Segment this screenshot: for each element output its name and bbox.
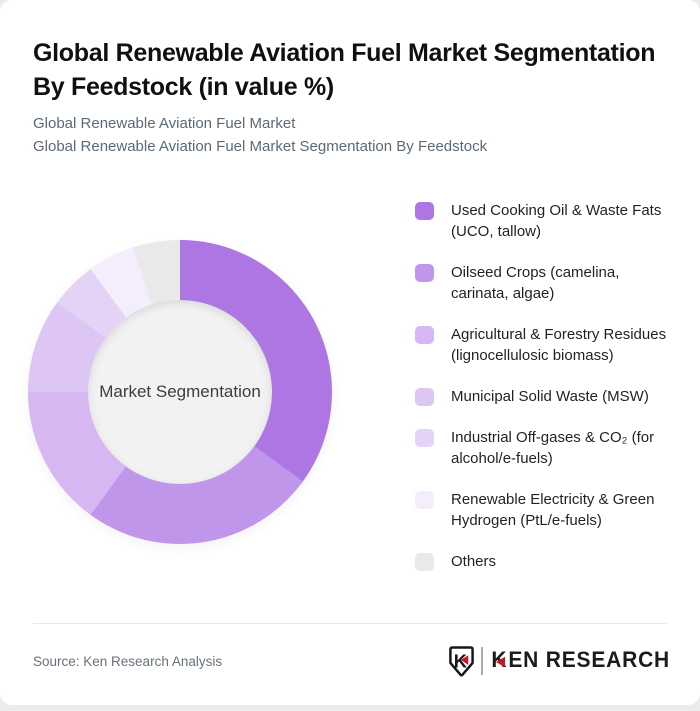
legend-swatch: [415, 491, 434, 509]
donut-center: Market Segmentation: [88, 300, 272, 484]
svg-text:K: K: [454, 650, 468, 671]
legend-item-2[interactable]: Oilseed Crops (camelina, carinata, algae…: [415, 262, 677, 304]
legend-swatch: [415, 388, 434, 406]
subtitle-market: Global Renewable Aviation Fuel Market: [33, 115, 296, 132]
legend-item-5[interactable]: Industrial Off-gases & CO₂ (for alcohol/…: [415, 427, 677, 469]
legend-swatch: [415, 202, 434, 220]
legend-item-1[interactable]: Used Cooking Oil & Waste Fats (UCO, tall…: [415, 200, 677, 242]
page-title-line2: By Feedstock (in value %): [33, 73, 334, 101]
legend-item-7[interactable]: Others: [415, 551, 677, 572]
legend-item-6[interactable]: Renewable Electricity & Green Hydrogen (…: [415, 489, 677, 531]
page-title: Global Renewable Aviation Fuel Market Se…: [33, 36, 678, 104]
brand-red-triangle-icon: [496, 656, 506, 668]
legend-label: Used Cooking Oil & Waste Fats (UCO, tall…: [451, 202, 662, 240]
donut-center-label: Market Segmentation: [99, 382, 261, 401]
legend-swatch: [415, 429, 434, 447]
subtitle-block: Global Renewable Aviation Fuel Market Gl…: [33, 112, 673, 158]
logo-separator: [481, 647, 484, 675]
chart-legend: Used Cooking Oil & Waste Fats (UCO, tall…: [415, 200, 677, 572]
legend-item-3[interactable]: Agricultural & Forestry Residues (lignoc…: [415, 324, 677, 366]
legend-label: Oilseed Crops (camelina, carinata, algae…: [451, 264, 620, 302]
legend-swatch: [415, 553, 434, 571]
subtitle-segmentation: Global Renewable Aviation Fuel Market Se…: [33, 138, 488, 155]
footer-divider: [33, 623, 667, 624]
legend-label: Industrial Off-gases & CO₂ (for alcohol/…: [451, 429, 655, 467]
footer: Source: Ken Research Analysis K K EN RES…: [33, 641, 670, 681]
source-text: Source: Ken Research Analysis: [33, 653, 223, 669]
brand-wordmark: K EN RESEARCH: [491, 649, 670, 674]
legend-swatch: [415, 264, 434, 282]
brand-rest: EN RESEARCH: [508, 648, 670, 673]
legend-item-4[interactable]: Municipal Solid Waste (MSW): [415, 386, 677, 407]
legend-label: Municipal Solid Waste (MSW): [451, 388, 649, 405]
page-title-line1: Global Renewable Aviation Fuel Market Se…: [33, 39, 656, 67]
legend-label: Renewable Electricity & Green Hydrogen (…: [451, 491, 655, 529]
legend-swatch: [415, 326, 434, 344]
ken-research-logo: K K EN RESEARCH: [448, 645, 670, 678]
donut-chart[interactable]: Market Segmentation: [28, 240, 332, 544]
legend-label: Agricultural & Forestry Residues (lignoc…: [451, 326, 667, 364]
ken-research-shield-icon: K: [449, 645, 475, 677]
legend-label: Others: [451, 553, 497, 570]
